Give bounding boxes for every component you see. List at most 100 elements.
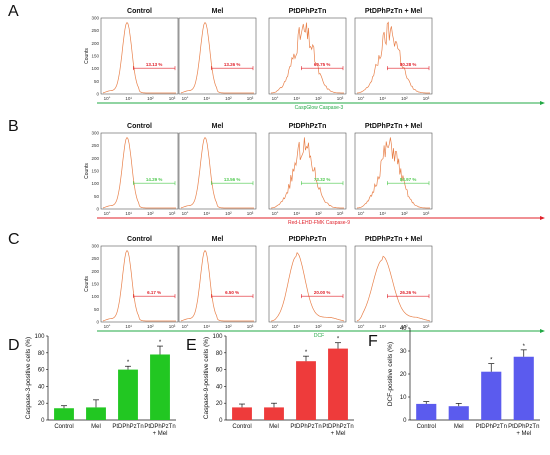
y-tick-label: 150 xyxy=(91,169,99,174)
y-tick-label: 20 xyxy=(38,401,45,407)
x-tick-label: 10³ xyxy=(423,324,430,329)
panel-title: PtDPhPzTn xyxy=(289,123,327,130)
x-tick-label: Mel xyxy=(91,424,101,430)
x-tick-label: 10² xyxy=(315,96,322,101)
panel-label: E xyxy=(186,337,197,354)
x-tick-line: + Mel xyxy=(331,431,346,437)
significance-star: * xyxy=(337,337,340,343)
bar xyxy=(86,407,106,420)
y-tick-label: 20 xyxy=(216,401,223,407)
y-axis-label: Counts xyxy=(84,163,90,179)
x-tick-label: 10¹ xyxy=(125,211,132,216)
panel-frame xyxy=(268,245,347,323)
histogram-curve xyxy=(102,249,176,322)
y-tick-label: 250 xyxy=(91,256,99,261)
bar xyxy=(150,354,170,420)
x-tick-label: PtDPhPzTn + Mel xyxy=(322,424,353,437)
y-tick-label: 10 xyxy=(400,395,407,401)
y-axis-label: Caspase-9-positive cells (%) xyxy=(203,337,210,419)
x-tick-label: PtDPhPzTn + Mel xyxy=(508,424,539,437)
y-tick-label: 50 xyxy=(94,79,100,84)
y-tick-label: 300 xyxy=(91,16,99,21)
panel-label: B xyxy=(8,118,19,135)
y-tick-label: 200 xyxy=(91,41,99,46)
bar xyxy=(264,407,284,420)
x-tick-label: Mel xyxy=(454,424,464,430)
panel-label: C xyxy=(8,231,20,248)
bar xyxy=(416,403,437,420)
y-axis-label: Counts xyxy=(84,276,90,292)
y-tick-label: 40 xyxy=(400,326,407,332)
x-tick-line: PtDPhPzTn xyxy=(144,424,175,430)
y-tick-label: 150 xyxy=(91,282,99,287)
gate-percent: 6.17 % xyxy=(147,290,161,295)
x-tick-label: 10° xyxy=(272,96,279,101)
panel-title: PtDPhPzTn xyxy=(289,236,327,243)
x-tick-line: Control xyxy=(417,424,436,430)
x-tick-label: 10° xyxy=(182,96,189,101)
y-tick-label: 100 xyxy=(91,294,99,299)
x-tick-label: 10° xyxy=(104,211,111,216)
y-tick-label: 0 xyxy=(41,418,45,424)
panel-frame xyxy=(100,17,179,95)
x-tick-label: 10³ xyxy=(169,96,176,101)
significance-star: * xyxy=(305,350,308,356)
y-tick-label: 250 xyxy=(91,143,99,148)
histogram-panel: PtDPhPzTn + Mel 10° 10¹ 10² 10³ 26.26 % xyxy=(354,236,433,329)
panel-title: Mel xyxy=(212,123,224,130)
panel-frame xyxy=(354,245,433,323)
bar xyxy=(481,371,502,420)
x-tick-line: PtDPhPzTn xyxy=(290,424,321,430)
y-tick-label: 0 xyxy=(96,207,99,212)
bar xyxy=(448,406,469,420)
bar-chart-f: F 0 10 20 30 40 DCF-positive cells (%) Control M… xyxy=(368,326,540,437)
y-tick-label: 40 xyxy=(216,384,223,390)
significance-star: * xyxy=(523,344,526,350)
x-tick-label: 10³ xyxy=(247,96,254,101)
x-tick-label: 10° xyxy=(104,324,111,329)
x-tick-label: 10² xyxy=(225,324,232,329)
significance-star: * xyxy=(127,360,130,366)
x-tick-label: 10¹ xyxy=(203,96,210,101)
x-tick-label: 10° xyxy=(182,324,189,329)
x-tick-line: PtDPhPzTn xyxy=(508,424,539,430)
x-tick-label: 10° xyxy=(272,211,279,216)
x-tick-label: 10¹ xyxy=(293,96,300,101)
histogram-panel: Control Counts 0 50 100 150 200 250 300 10° 10¹ 10²… xyxy=(84,123,179,216)
x-tick-line: Mel xyxy=(91,424,101,430)
gate-percent: 13.26 % xyxy=(224,62,241,67)
gate-percent: 60.75 % xyxy=(314,62,331,67)
y-tick-label: 100 xyxy=(34,334,45,340)
panel-frame xyxy=(354,132,433,210)
histogram-row-a: A Control Counts 0 50 100 150 200 250 300 10° 10¹ 10… xyxy=(8,3,545,111)
x-tick-line: PtDPhPzTn xyxy=(322,424,353,430)
histogram-panel: PtDPhPzTn 10° 10¹ 10² 10³ 20.00 % xyxy=(268,236,347,329)
y-axis-label: DCF-positive cells (%) xyxy=(387,342,394,406)
y-tick-label: 100 xyxy=(91,181,99,186)
y-tick-label: 250 xyxy=(91,28,99,33)
x-tick-label: 10° xyxy=(272,324,279,329)
panel-title: PtDPhPzTn + Mel xyxy=(365,236,422,243)
histogram-row-b: B Control Counts 0 50 100 150 200 250 300 10° 10¹ 10… xyxy=(8,118,545,226)
panel-title: Control xyxy=(127,236,152,243)
x-tick-label: 10² xyxy=(401,211,408,216)
gate-percent: 20.00 % xyxy=(314,290,331,295)
histogram-panel: PtDPhPzTn 10° 10¹ 10² 10³ 60.75 % xyxy=(268,8,347,101)
gate-percent: 14.29 % xyxy=(146,177,163,182)
x-tick-label: 10³ xyxy=(169,211,176,216)
x-tick-label: Control xyxy=(54,424,73,430)
histogram-curve xyxy=(270,252,345,322)
panel-title: Control xyxy=(127,123,152,130)
y-tick-label: 200 xyxy=(91,156,99,161)
panel-title: PtDPhPzTn + Mel xyxy=(365,123,422,130)
x-axis-label: DCF xyxy=(314,333,324,339)
x-tick-label: 10² xyxy=(401,324,408,329)
panel-frame xyxy=(178,17,257,95)
gate-percent: 6.50 % xyxy=(225,290,239,295)
panel-frame xyxy=(354,17,433,95)
y-tick-label: 50 xyxy=(94,307,100,312)
x-tick-label: 10° xyxy=(182,211,189,216)
histogram-curve xyxy=(180,249,254,322)
